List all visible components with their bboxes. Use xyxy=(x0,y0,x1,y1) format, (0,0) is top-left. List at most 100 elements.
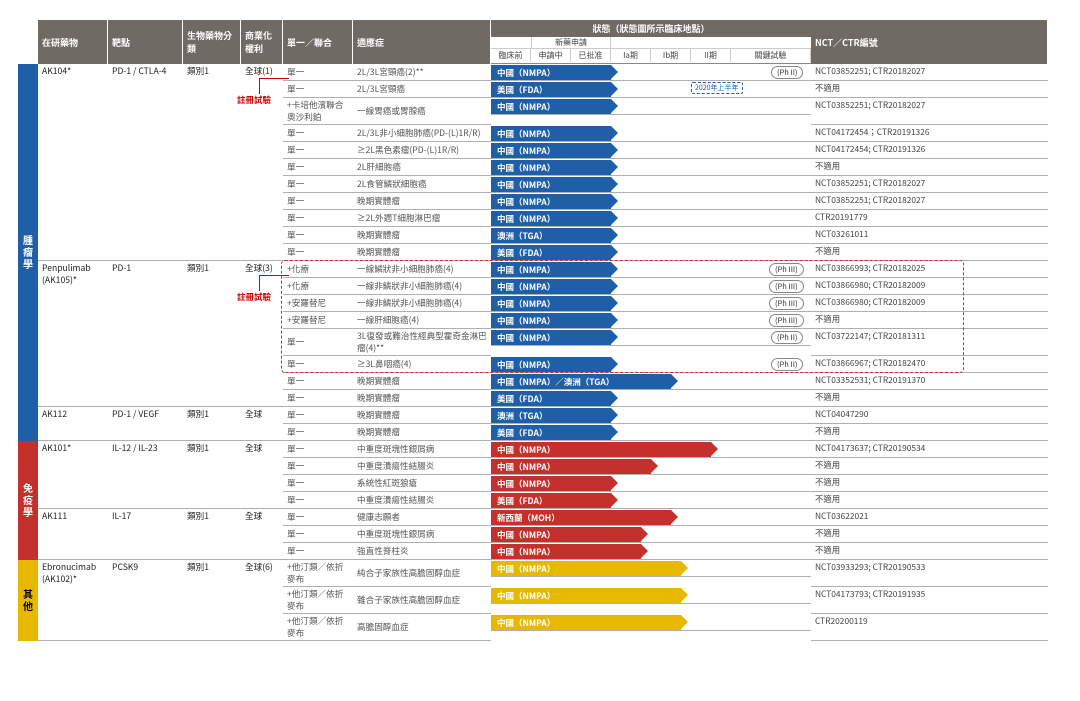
indication: 一線非鱗狀非小細胞肺癌(4) xyxy=(353,295,491,312)
hdr-phase: 臨床前 xyxy=(491,49,531,62)
connector-line xyxy=(259,275,289,276)
phase-tag: (Ph III) xyxy=(769,297,804,310)
drug-name: Ebronucimab(AK102)* xyxy=(38,560,108,641)
category-tab-onco: 腫瘤學 xyxy=(18,64,38,441)
mono-combo: 單一 xyxy=(283,142,353,159)
nct-number: 不適用 xyxy=(811,390,1048,407)
rights: 全球(1)註冊試驗 xyxy=(241,64,283,261)
indication: 健康志願者 xyxy=(353,509,491,526)
target: PCSK9 xyxy=(108,560,183,641)
status-cell: 美國（FDA） xyxy=(491,492,811,509)
phase-tag: (Ph II) xyxy=(771,66,803,79)
mono-combo: 單一 xyxy=(283,509,353,526)
mono-combo: 單一 xyxy=(283,176,353,193)
nct-number: NCT03852251; CTR20182027 xyxy=(811,64,1048,81)
rights: 全球 xyxy=(241,407,283,441)
status-arrow: 中國（NMPA） xyxy=(491,459,611,474)
drug-class: 類別1 xyxy=(183,441,241,509)
status-arrow: 中國（NMPA） xyxy=(491,313,611,328)
status-arrow: 中國（NMPA） xyxy=(491,194,611,209)
status-cell: 中國（NMPA） xyxy=(491,560,811,577)
phase-tag: (Ph III) xyxy=(769,263,804,276)
status-cell: 澳洲（TGA） xyxy=(491,227,811,244)
nct-number: 不適用 xyxy=(811,475,1048,492)
mono-combo: 單一 xyxy=(283,526,353,543)
indication: 晚期實體瘤 xyxy=(353,227,491,244)
phase-tag: (Ph II) xyxy=(771,331,803,344)
nct-number: NCT03933293; CTR20190533 xyxy=(811,560,1048,587)
mono-combo: 單一 xyxy=(283,356,353,373)
status-arrow: 中國（NMPA） xyxy=(491,588,611,603)
hdr-phase: 已批准 xyxy=(571,49,611,62)
status-arrow: 中國（NMPA） xyxy=(491,143,611,158)
status-arrow: 中國（NMPA） xyxy=(491,442,611,457)
nct-number: NCT03852251; CTR20182027 xyxy=(811,193,1048,210)
indication: 2L/3L宮頸癌(2)** xyxy=(353,64,491,81)
hdr-mono: 單一／聯合 xyxy=(283,20,353,64)
hdr-phase: 申請中 xyxy=(531,49,571,62)
indication: 高膽固醇血症 xyxy=(353,614,491,641)
status-arrow: 美國（FDA） xyxy=(491,391,611,406)
nct-number: NCT03866993; CTR20182025 xyxy=(811,261,1048,278)
nct-number: 不適用 xyxy=(811,492,1048,509)
indication: 系統性紅斑狼瘡 xyxy=(353,475,491,492)
rights: 全球(6) xyxy=(241,560,283,641)
status-arrow: 美國（FDA） xyxy=(491,245,611,260)
indication: 2L食管鱗狀細胞癌 xyxy=(353,176,491,193)
status-cell: 中國（NMPA） xyxy=(491,526,811,543)
mono-combo: 單一 xyxy=(283,424,353,441)
status-arrow: 中國（NMPA） xyxy=(491,177,611,192)
hdr-status: 狀態（狀態圖所示臨床地點）新藥申請臨床前申請中已批准Ia期Ib期II期關鍵試驗 xyxy=(491,20,811,64)
indication: ≥3L鼻咽癌(4) xyxy=(353,356,491,373)
target: PD-1 / VEGF xyxy=(108,407,183,441)
status-cell: 美國（FDA） xyxy=(491,424,811,441)
nct-number: NCT03866967; CTR20182470 xyxy=(811,356,1048,373)
status-arrow: 美國（FDA） xyxy=(491,493,611,508)
indication: 強直性脊柱炎 xyxy=(353,543,491,560)
status-cell: 中國（NMPA） (Ph II) xyxy=(491,64,811,81)
indication: 晚期實體瘤 xyxy=(353,373,491,390)
hdr-phase: Ia期 xyxy=(611,49,651,62)
nct-number: 不適用 xyxy=(811,458,1048,475)
indication: 晚期實體瘤 xyxy=(353,244,491,261)
status-arrow: 中國（NMPA） xyxy=(491,561,611,576)
mono-combo: 單一 xyxy=(283,81,353,98)
status-cell: 中國（NMPA） xyxy=(491,441,811,458)
nct-number: NCT04172454; CTR20191326 xyxy=(811,142,1048,159)
nct-number: 不適用 xyxy=(811,244,1048,261)
status-cell: 新西蘭（MOH） xyxy=(491,509,811,526)
status-cell: 中國（NMPA）(Ph III) xyxy=(491,295,811,312)
nct-number: NCT03852251; CTR20182027 xyxy=(811,98,1048,125)
status-cell: 中國（NMPA） xyxy=(491,159,811,176)
status-arrow: 中國（NMPA） xyxy=(491,330,611,345)
nct-number: 不適用 xyxy=(811,312,1048,329)
indication: 一線鱗狀非小細胞肺癌(4) xyxy=(353,261,491,278)
hdr-phase: II期 xyxy=(691,49,731,62)
drug-name-text: AK112 xyxy=(42,408,67,420)
status-cell: 中國（NMPA）／澳洲（TGA） xyxy=(491,373,811,390)
status-cell: 美國（FDA） xyxy=(491,390,811,407)
mono-combo: 單一 xyxy=(283,210,353,227)
drug-class: 類別1 xyxy=(183,64,241,261)
nct-number: NCT04172454；CTR20191326 xyxy=(811,125,1048,142)
status-arrow: 中國（NMPA） xyxy=(491,279,611,294)
indication: 晚期實體瘤 xyxy=(353,390,491,407)
hdr-ind: 適應症 xyxy=(353,20,491,64)
nct-number: NCT03852251; CTR20182027 xyxy=(811,176,1048,193)
mono-combo: 單一 xyxy=(283,244,353,261)
mono-combo: 單一 xyxy=(283,441,353,458)
connector-line xyxy=(259,78,260,94)
mono-combo: 單一 xyxy=(283,227,353,244)
indication: 中重度斑塊性銀屑病 xyxy=(353,441,491,458)
drug-class: 類別1 xyxy=(183,261,241,407)
status-cell: 澳洲（TGA） xyxy=(491,407,811,424)
status-cell: 美國（FDA）2020年上半年 xyxy=(491,81,811,98)
drug-name-text: AK104* xyxy=(42,65,71,77)
indication: 晚期實體瘤 xyxy=(353,424,491,441)
status-cell: 中國（NMPA）(Ph III) xyxy=(491,261,811,278)
indication: ≥2L外週T細胞淋巴瘤 xyxy=(353,210,491,227)
mono-combo: 單一 xyxy=(283,492,353,509)
status-arrow: 中國（NMPA） xyxy=(491,65,611,80)
indication: 晚期實體瘤 xyxy=(353,407,491,424)
hdr-rights: 商業化權利 xyxy=(241,20,283,64)
